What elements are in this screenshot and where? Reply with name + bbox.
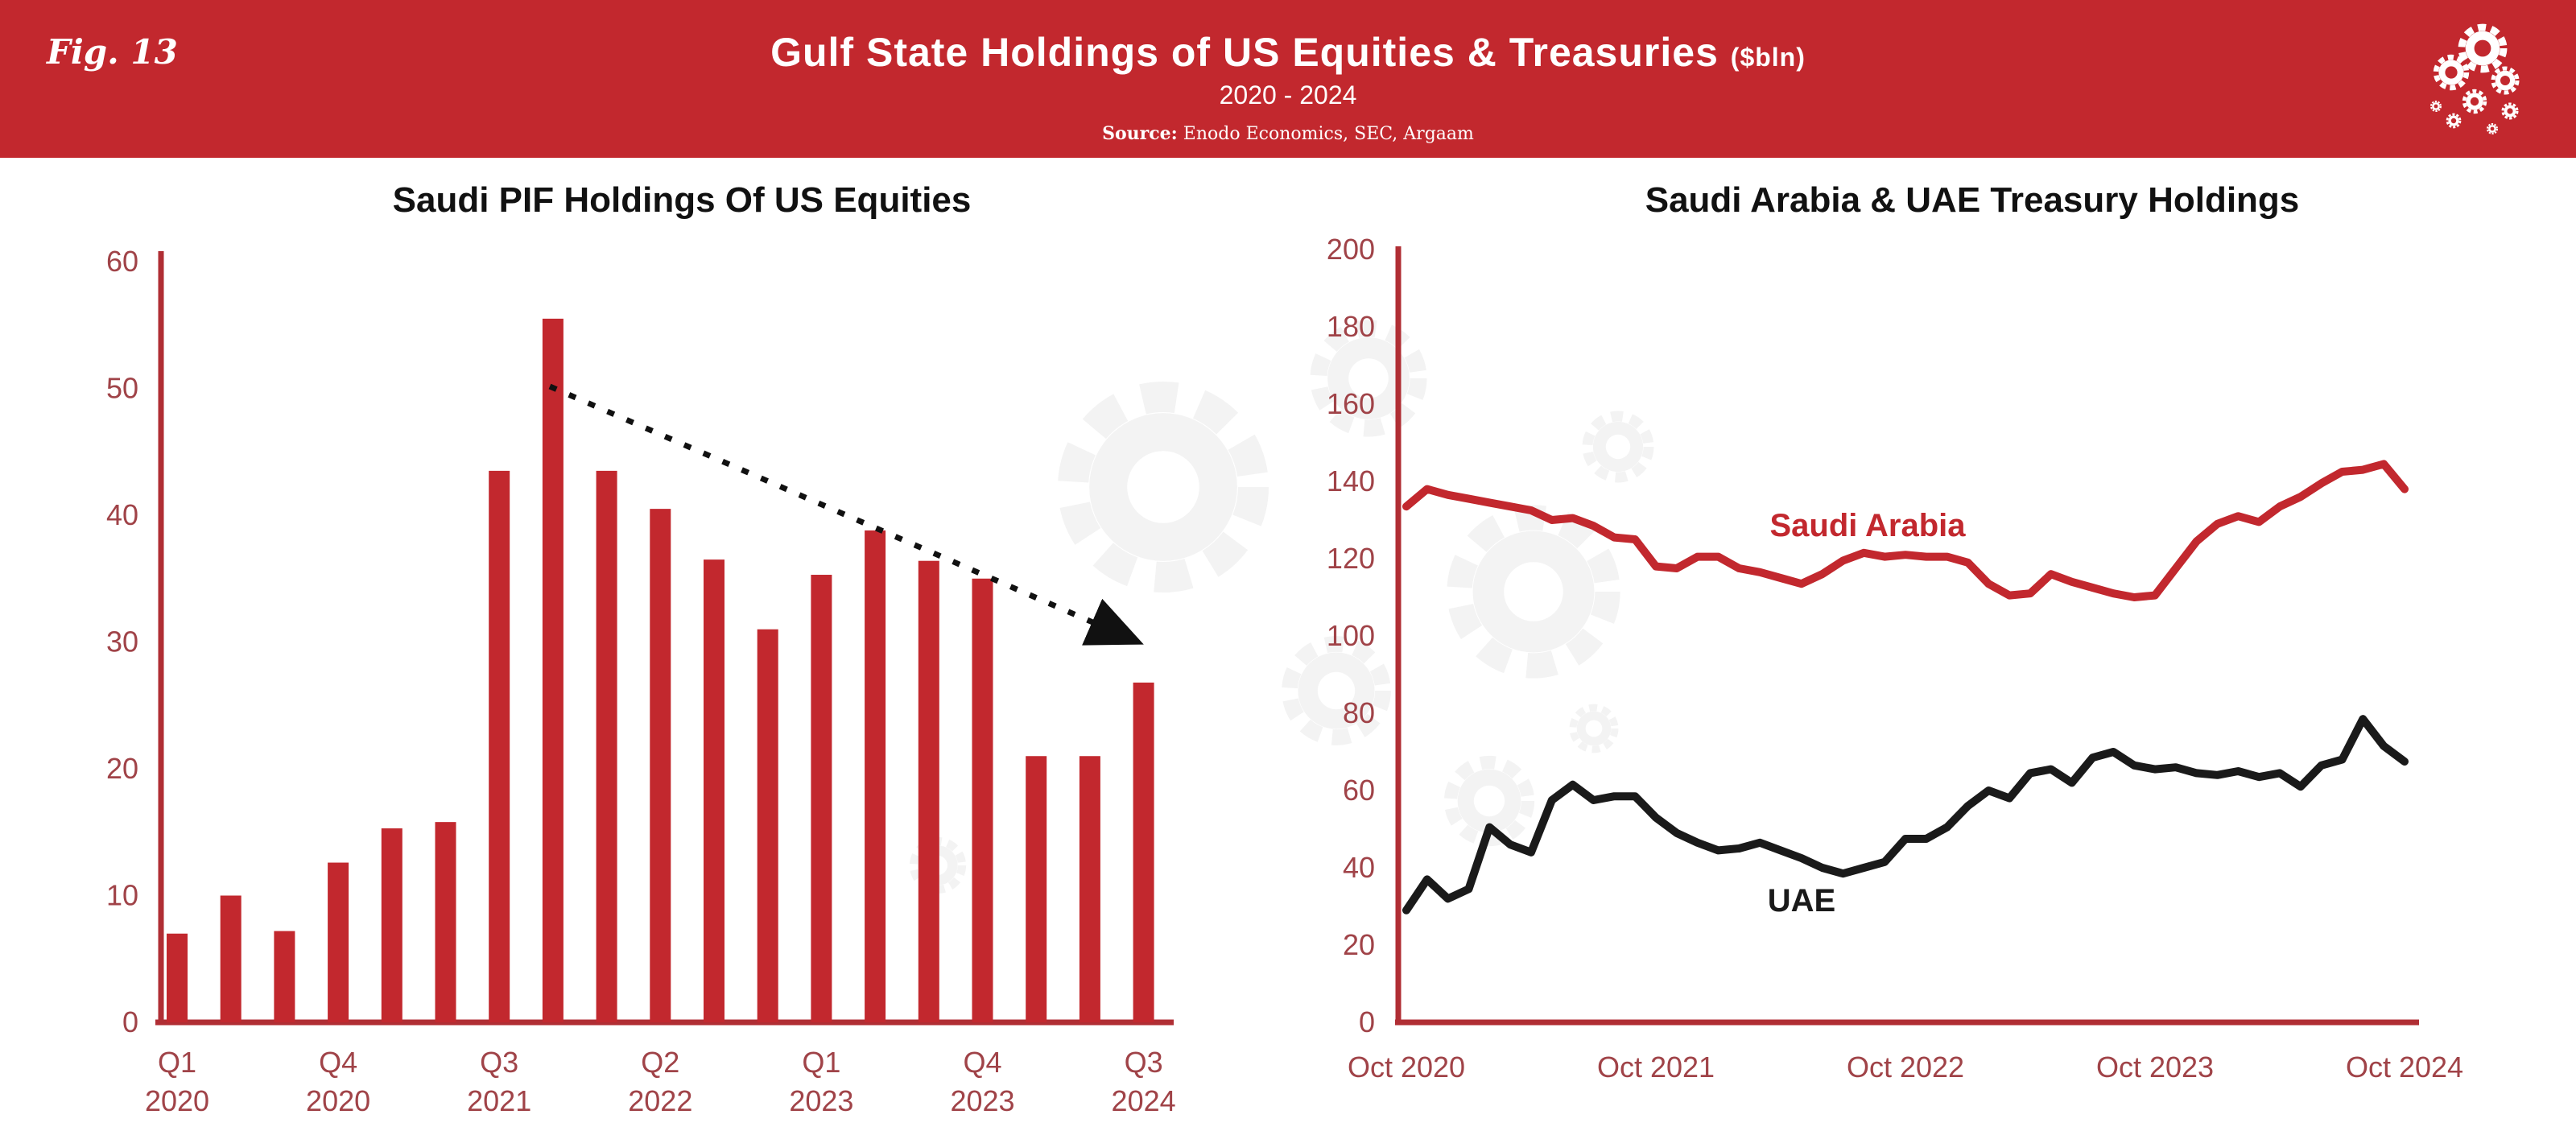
bar-Q1-2020 <box>167 933 188 1022</box>
page-title-unit: ($bln) <box>1730 43 1806 72</box>
bar-Q3-2021 <box>489 470 510 1022</box>
bar-y-tick: 40 <box>106 498 138 531</box>
watermark-gear-icon <box>1282 636 1391 745</box>
line-y-tick: 20 <box>1343 928 1375 961</box>
logo-gear-icon <box>2446 113 2462 129</box>
line-y-tick: 60 <box>1343 774 1375 807</box>
bar-x-tick-year: 2024 <box>1112 1084 1176 1117</box>
line-x-tick: Oct 2024 <box>2346 1051 2463 1084</box>
watermark-gear-icon <box>1582 411 1654 483</box>
bar-x-tick-q: Q3 <box>480 1046 518 1079</box>
line-y-tick: 180 <box>1327 310 1375 343</box>
bar-Q2-2020 <box>220 895 242 1022</box>
line-x-tick: Oct 2022 <box>1847 1051 1964 1084</box>
bar-Q4-2023 <box>972 578 993 1022</box>
bar-y-tick: 10 <box>106 879 138 912</box>
page-title-text: Gulf State Holdings of US Equities & Tre… <box>770 30 1719 75</box>
bar-y-tick: 50 <box>106 372 138 405</box>
series-line-uae <box>1402 715 2409 914</box>
bar-x-tick-year: 2020 <box>306 1084 370 1117</box>
bar-x-tick-q: Q4 <box>319 1046 357 1079</box>
line-x-tick: Oct 2021 <box>1597 1051 1715 1084</box>
header-banner: Fig. 13 Gulf State Holdings of US Equiti… <box>0 0 2576 158</box>
bar-x-tick-year: 2020 <box>145 1084 209 1117</box>
line-y-tick: 200 <box>1327 233 1375 266</box>
bar-x-tick-year: 2023 <box>950 1084 1014 1117</box>
bar-Q4-2020 <box>328 862 349 1022</box>
logo-gear-icon <box>2491 66 2520 95</box>
bar-Q3-2024 <box>1133 682 1154 1022</box>
bar-Q4-2022 <box>757 629 778 1022</box>
bar-Q2-2024 <box>1079 756 1100 1022</box>
bar-x-tick-q: Q1 <box>158 1046 196 1079</box>
right-chart-title: Saudi Arabia & UAE Treasury Holdings <box>1645 180 2300 220</box>
watermark-gear-icon <box>1057 381 1269 593</box>
watermark-gear-icon <box>1310 320 1427 437</box>
bar-x-tick-q: Q3 <box>1125 1046 1163 1079</box>
series-label-uae: UAE <box>1768 883 1835 919</box>
line-y-tick: 120 <box>1327 542 1375 575</box>
decline-arrow <box>548 383 1144 646</box>
logo-gear-icon <box>2458 23 2508 73</box>
line-y-tick: 40 <box>1343 851 1375 884</box>
line-y-tick: 160 <box>1327 387 1375 420</box>
bar-y-tick: 30 <box>106 625 138 658</box>
line-x-tick: Oct 2020 <box>1348 1051 1465 1084</box>
line-y-tick: 100 <box>1327 619 1375 652</box>
bar-x-tick-q: Q2 <box>641 1046 679 1079</box>
source-line: Source: Enodo Economics, SEC, Argaam <box>0 123 2576 144</box>
bar-x-tick-year: 2021 <box>467 1084 531 1117</box>
logo-gear-icon <box>2486 122 2499 135</box>
line-y-tick: 140 <box>1327 464 1375 497</box>
bar-y-tick: 0 <box>122 1005 138 1038</box>
bar-Q3-2022 <box>704 559 724 1022</box>
bar-Q1-2023 <box>811 575 832 1022</box>
bar-x-tick-q: Q4 <box>963 1046 1001 1079</box>
bar-Q1-2022 <box>596 470 617 1022</box>
gears-logo-icon <box>2429 23 2520 135</box>
series-label-saudi-arabia: Saudi Arabia <box>1769 508 1966 543</box>
watermark-gear-icon <box>1569 704 1619 753</box>
page-title: Gulf State Holdings of US Equities & Tre… <box>0 29 2576 76</box>
bar-x-tick-q: Q1 <box>802 1046 840 1079</box>
bar-Q2-2022 <box>650 509 671 1022</box>
bar-x-tick-year: 2022 <box>628 1084 692 1117</box>
bar-y-tick: 20 <box>106 752 138 785</box>
logo-gear-icon <box>2462 89 2487 114</box>
source-text: Enodo Economics, SEC, Argaam <box>1177 124 1474 144</box>
line-x-tick: Oct 2023 <box>2096 1051 2214 1084</box>
page-subtitle: 2020 - 2024 <box>1219 80 1357 109</box>
banner-text-block: Gulf State Holdings of US Equities & Tre… <box>0 0 2576 144</box>
logo-gear-icon <box>2501 102 2519 120</box>
bar-Q3-2020 <box>274 931 295 1022</box>
bar-Q2-2023 <box>865 530 886 1022</box>
bar-Q2-2021 <box>435 822 456 1022</box>
logo-gear-icon <box>2433 54 2470 91</box>
watermark-gear-icon <box>1447 505 1620 679</box>
bar-Q4-2021 <box>542 318 564 1022</box>
figure-number: Fig. 13 <box>47 32 178 72</box>
left-chart-title: Saudi PIF Holdings Of US Equities <box>392 180 972 220</box>
line-y-tick: 80 <box>1343 696 1375 729</box>
logo-gear-icon <box>2429 100 2442 113</box>
bar-y-tick: 60 <box>106 245 138 278</box>
bar-x-tick-year: 2023 <box>789 1084 853 1117</box>
bar-Q1-2024 <box>1026 756 1047 1022</box>
bar-Q1-2021 <box>381 828 402 1022</box>
bar-Q3-2023 <box>918 560 939 1022</box>
source-label: Source: <box>1102 123 1178 144</box>
line-y-tick: 0 <box>1359 1005 1375 1038</box>
series-line-saudi-arabia <box>1402 460 2409 601</box>
